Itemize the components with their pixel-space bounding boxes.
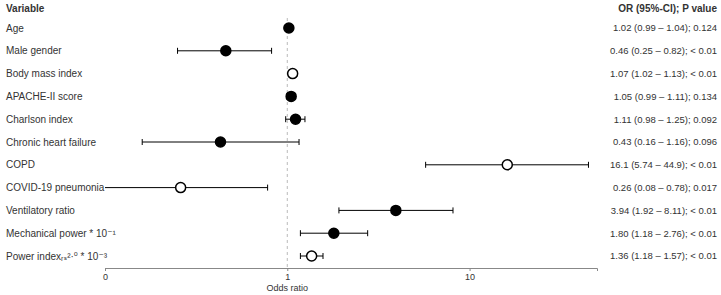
ci-cap	[338, 207, 339, 213]
ci-cap	[300, 253, 301, 259]
ci-cap	[299, 139, 300, 145]
chart: Variable OR (95%-CI); P value Age Male gend…	[0, 0, 721, 295]
ci-cap	[285, 116, 286, 122]
point	[391, 205, 401, 215]
ci-cap	[271, 48, 272, 54]
point	[286, 91, 296, 101]
reference-line	[287, 18, 288, 268]
value-header: OR (95%-CI); P value	[618, 3, 717, 14]
ci-cap	[425, 162, 426, 168]
value-label: 1.80 (1.18 – 2.76); < 0.01	[610, 228, 717, 239]
category-label: COPD	[6, 159, 35, 170]
value-label: 0.46 (0.25 – 0.82); < 0.01	[610, 45, 717, 56]
category-label: Power indexᵣₛ²·⁰ * 10⁻³	[6, 251, 108, 262]
category-label: COVID-19 pneumonia	[6, 182, 105, 193]
value-label: 3.94 (1.92 – 8.11); < 0.01	[611, 205, 717, 216]
plot-area	[105, 23, 588, 261]
x-tick-mark	[470, 268, 471, 271]
ci-cap	[142, 139, 143, 145]
ci-cap	[452, 207, 453, 213]
value-label: 1.11 (0.98 – 1.25); 0.092	[614, 114, 717, 125]
value-label: 1.05 (0.99 – 1.11); 0.134	[614, 91, 717, 102]
category-label: Age	[6, 23, 24, 34]
x-tick-label: 1	[285, 272, 290, 282]
point	[176, 183, 186, 193]
ci-cap	[588, 162, 589, 168]
ci-cap	[323, 253, 324, 259]
category-label: Charlson index	[6, 114, 73, 125]
ci-cap	[304, 116, 305, 122]
category-label: Chronic heart failure	[6, 137, 96, 148]
x-tick-mark	[287, 268, 288, 271]
x-tick: 1	[285, 268, 290, 282]
ci-cap	[177, 48, 178, 54]
category-label: Mechanical power * 10⁻¹	[6, 228, 116, 239]
category-label: Ventilatory ratio	[6, 205, 75, 216]
value-label: 1.02 (0.99 – 1.04); 0.124	[613, 22, 717, 33]
ci-cap	[267, 185, 268, 191]
point	[288, 69, 298, 79]
category-label: Male gender	[6, 45, 62, 56]
value-label: 1.07 (1.02 – 1.13); < 0.01	[610, 68, 717, 79]
x-tick-label: 10	[465, 272, 475, 282]
x-tick-label: 0	[103, 272, 108, 282]
point	[329, 228, 339, 238]
ci-cap	[367, 230, 368, 236]
value-label: 0.43 (0.16 – 1.16); 0.096	[613, 136, 717, 147]
point	[291, 114, 301, 124]
x-axis-line	[106, 269, 598, 272]
x-tick: 0	[103, 268, 108, 282]
point	[215, 137, 225, 147]
x-axis: 0 1 10	[103, 268, 598, 282]
point	[284, 23, 294, 33]
x-tick-mark	[105, 268, 106, 271]
x-tick: 10	[465, 268, 475, 282]
value-label: 1.36 (1.18 – 1.57); < 0.01	[610, 250, 717, 261]
point	[221, 46, 231, 56]
point	[502, 160, 512, 170]
x-axis-title: Odds ratio	[267, 283, 309, 293]
ci-cap	[300, 230, 301, 236]
point	[307, 251, 317, 261]
value-label: 0.26 (0.08 – 0.78); 0.017	[613, 182, 717, 193]
category-header: Variable	[6, 3, 45, 14]
category-label: Body mass index	[6, 68, 82, 79]
value-label: 16.1 (5.74 – 44.9); < 0.01	[610, 159, 717, 170]
category-label: APACHE-II score	[6, 91, 83, 102]
